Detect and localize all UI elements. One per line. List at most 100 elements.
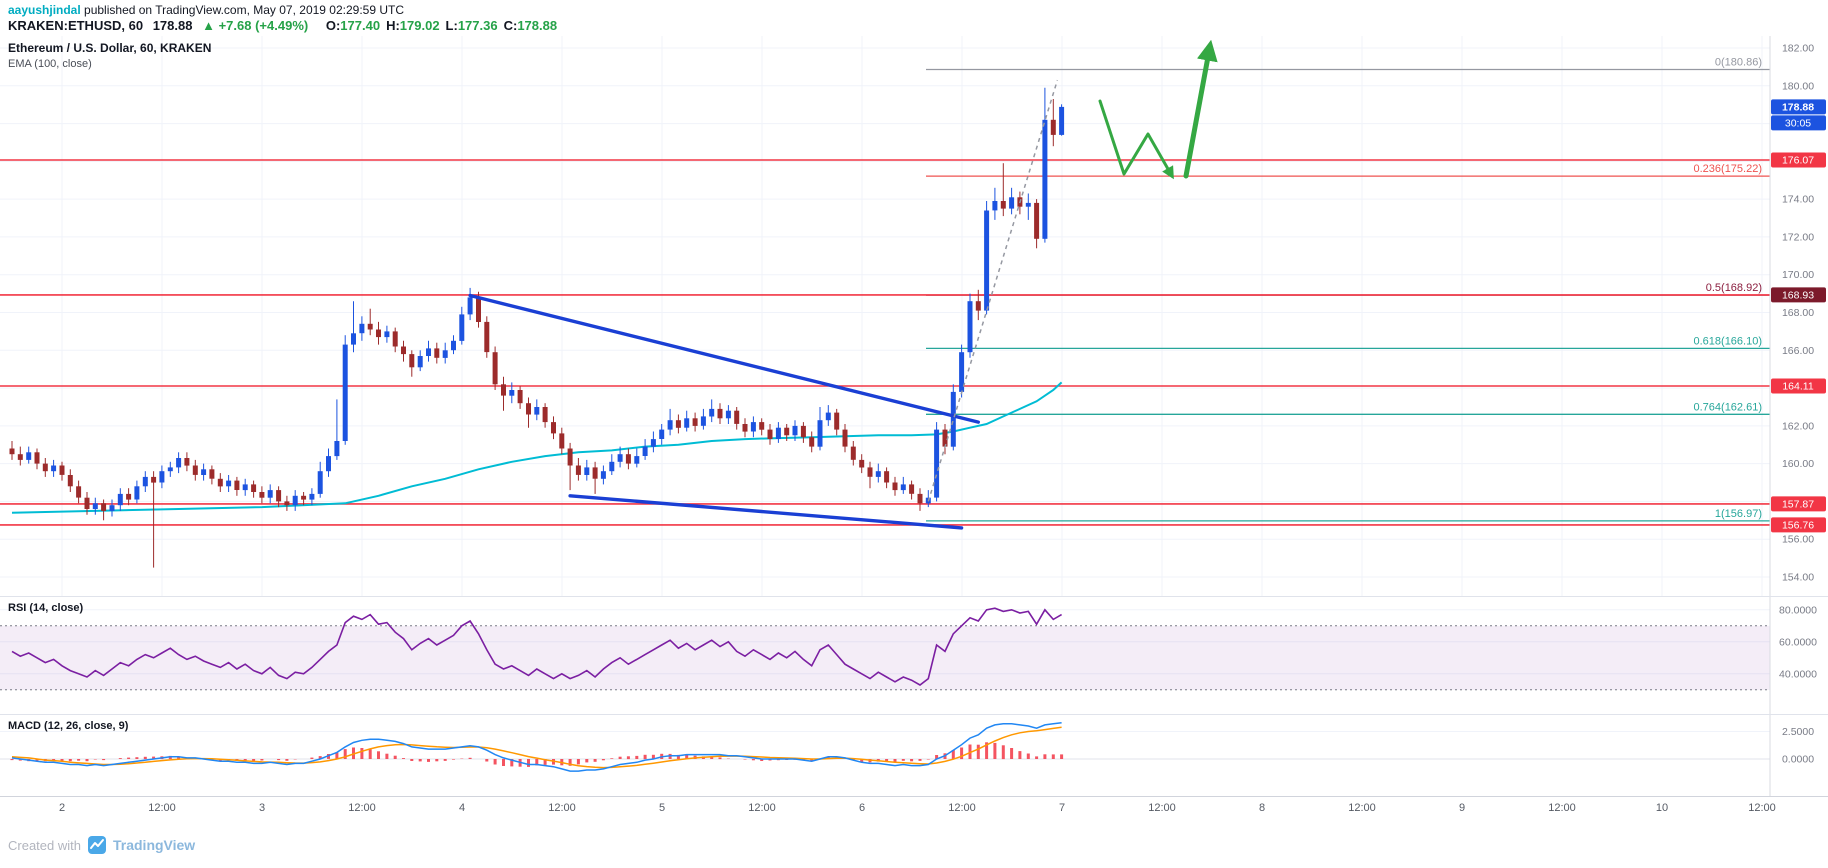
price-level-badge — [1771, 496, 1826, 512]
ema-line[interactable] — [11, 381, 1063, 514]
price-change: ▲ +7.68 (+4.49%) — [202, 18, 308, 33]
ohlc-value: 177.36 — [457, 18, 498, 33]
svg-text:172.00: 172.00 — [1782, 231, 1814, 243]
last-price-text: 178.88 — [152, 18, 193, 33]
svg-text:168.93: 168.93 — [1782, 289, 1814, 301]
tradingview-logo-icon[interactable] — [87, 835, 107, 855]
svg-text:176.07: 176.07 — [1782, 155, 1814, 167]
svg-text:0.764(162.61): 0.764(162.61) — [1694, 401, 1763, 413]
ohlc-value: 178.88 — [517, 18, 558, 33]
time-axis-label: 10 — [1655, 802, 1669, 814]
created-with-text: Created with — [8, 837, 81, 853]
price-axis[interactable]: 182.00180.00178.00176.00174.00172.00170.… — [1771, 43, 1826, 584]
change-text: +7.68 (+4.49%) — [218, 18, 309, 33]
time-axis-label: 12:00 — [1548, 802, 1576, 814]
svg-text:0.0000: 0.0000 — [1782, 754, 1814, 766]
dashed-rally-line[interactable] — [927, 79, 1059, 502]
time-axis-label: 9 — [1458, 802, 1466, 814]
svg-text:0(180.86): 0(180.86) — [1715, 57, 1762, 69]
svg-text:170.00: 170.00 — [1782, 269, 1814, 281]
rsi-pane[interactable]: RSI (14, close) 80.0000 60.0000 40.0000 — [0, 596, 1828, 714]
svg-text:30:05: 30:05 — [1785, 117, 1811, 129]
ohlc-label: H: — [386, 18, 400, 33]
svg-text:160.00: 160.00 — [1782, 458, 1814, 470]
last-price-badge — [1771, 99, 1826, 115]
rsi-line — [11, 607, 1063, 686]
price-level-badge — [1771, 517, 1826, 533]
candles-layer — [9, 87, 1065, 568]
ticker-line: KRAKEN:ETHUSD, 60 178.88 ▲ +7.68 (+4.49%… — [8, 17, 1828, 34]
author-link[interactable]: aayushjindal — [8, 3, 81, 17]
svg-text:178.88: 178.88 — [1782, 101, 1814, 113]
price-level-badge — [1771, 378, 1826, 394]
svg-text:0.618(166.10): 0.618(166.10) — [1694, 335, 1763, 347]
ohlc-value: 179.02 — [399, 18, 440, 33]
rsi-canvas[interactable]: 80.0000 60.0000 40.0000 — [0, 597, 1828, 714]
chart-legend: Ethereum / U.S. Dollar, 60, KRAKEN EMA (… — [8, 41, 211, 70]
chart-title[interactable]: Ethereum / U.S. Dollar, 60, KRAKEN — [8, 41, 212, 55]
ohlc-values: O:177.40 H:179.02 L:177.36 C:178.88 — [320, 18, 557, 33]
svg-text:40.0000: 40.0000 — [1779, 668, 1817, 680]
rsi-band — [0, 625, 1770, 690]
time-axis-label: 5 — [658, 802, 666, 814]
svg-text:166.00: 166.00 — [1782, 345, 1814, 357]
grid-layer — [0, 36, 1770, 596]
svg-text:2.5000: 2.5000 — [1782, 726, 1814, 738]
time-axis-label: 2 — [58, 802, 66, 814]
dip-arrow[interactable] — [1098, 99, 1174, 180]
macd-signal-line — [11, 726, 1062, 769]
ohlc-label: C: — [503, 18, 518, 33]
published-text: published on TradingView.com, May 07, 20… — [80, 3, 405, 17]
ema-legend[interactable]: EMA (100, close) — [8, 58, 92, 70]
svg-text:0.236(175.22): 0.236(175.22) — [1694, 163, 1763, 175]
macd-pane[interactable]: MACD (12, 26, close, 9) 2.5000 0.0000 — [0, 714, 1828, 796]
svg-text:180.00: 180.00 — [1782, 80, 1814, 92]
footer: Created with TradingView — [0, 822, 1828, 868]
macd-line — [11, 721, 1062, 772]
rsi-legend[interactable]: RSI (14, close) — [8, 602, 84, 614]
svg-text:60.0000: 60.0000 — [1779, 636, 1817, 648]
ohlc-value: 177.40 — [340, 18, 381, 33]
time-axis-label: 3 — [258, 802, 266, 814]
svg-text:168.00: 168.00 — [1782, 307, 1814, 319]
time-axis-label: 4 — [458, 802, 466, 814]
time-axis-label: 12:00 — [1748, 802, 1776, 814]
tradingview-brand[interactable]: TradingView — [112, 837, 196, 853]
trendlines[interactable] — [468, 293, 980, 530]
ohlc-label: L: — [445, 18, 458, 33]
ohlc-label: O: — [325, 18, 341, 33]
time-axis[interactable]: 2 12:00 3 12:00 4 12:00 5 12:00 6 12:00 7 12:00 8 12:… — [0, 796, 1828, 822]
price-level-badge — [1771, 152, 1826, 168]
time-axis-label: 12:00 — [948, 802, 976, 814]
price-chart-canvas[interactable]: 0(180.86) 0.236(175.22) 0.5(168.92) 0.618(1… — [0, 36, 1828, 596]
rsi-grid — [0, 609, 1770, 675]
time-axis-label: 7 — [1058, 802, 1066, 814]
macd-legend[interactable]: MACD (12, 26, close, 9) — [8, 720, 129, 732]
svg-text:1(156.97): 1(156.97) — [1715, 508, 1762, 520]
up-triangle-icon: ▲ — [202, 18, 215, 33]
svg-text:0.5(168.92): 0.5(168.92) — [1706, 282, 1762, 294]
up-arrow[interactable] — [1183, 39, 1218, 179]
macd-canvas[interactable]: 2.5000 0.0000 — [0, 715, 1828, 796]
svg-text:182.00: 182.00 — [1782, 43, 1814, 55]
time-axis-label: 12:00 — [1348, 802, 1376, 814]
countdown-badge — [1771, 115, 1826, 131]
svg-text:164.11: 164.11 — [1782, 381, 1813, 393]
symbol-label[interactable]: KRAKEN:ETHUSD, 60 — [8, 18, 144, 33]
price-pane[interactable]: Ethereum / U.S. Dollar, 60, KRAKEN EMA (… — [0, 36, 1828, 596]
svg-text:162.00: 162.00 — [1782, 420, 1814, 432]
svg-text:156.00: 156.00 — [1782, 534, 1814, 546]
macd-grid — [0, 731, 1770, 760]
svg-text:174.00: 174.00 — [1782, 194, 1814, 206]
time-axis-label: 12:00 — [1148, 802, 1176, 814]
header: aayushjindal published on TradingView.co… — [0, 0, 1828, 36]
byline: aayushjindal published on TradingView.co… — [8, 3, 1828, 17]
time-axis-label: 8 — [1258, 802, 1266, 814]
svg-text:80.0000: 80.0000 — [1779, 604, 1817, 616]
svg-text:156.76: 156.76 — [1782, 519, 1814, 531]
svg-text:154.00: 154.00 — [1782, 572, 1814, 584]
time-axis-label: 12:00 — [148, 802, 176, 814]
horizontal-levels[interactable] — [0, 159, 1770, 526]
price-level-badge — [1771, 287, 1826, 303]
